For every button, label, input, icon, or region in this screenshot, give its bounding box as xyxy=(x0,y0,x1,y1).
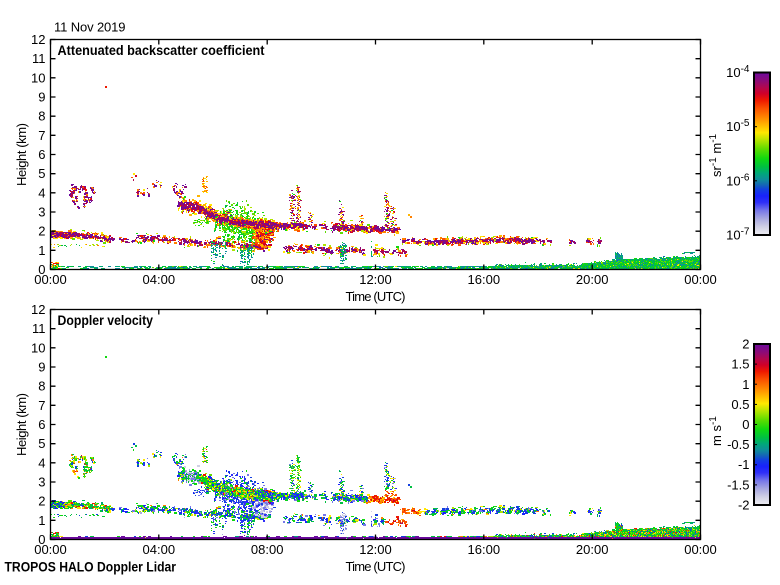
svg-text:12:00: 12:00 xyxy=(359,542,392,557)
svg-text:0: 0 xyxy=(742,417,749,432)
svg-text:0.5: 0.5 xyxy=(731,397,749,412)
svg-text:00:00: 00:00 xyxy=(34,272,67,287)
svg-text:4: 4 xyxy=(38,185,45,200)
svg-text:Attenuated backscatter coeffic: Attenuated backscatter coefficient xyxy=(58,43,265,58)
svg-text:9: 9 xyxy=(38,90,45,105)
svg-text:08:00: 08:00 xyxy=(251,542,284,557)
svg-text:Time (UTC): Time (UTC) xyxy=(346,559,406,574)
svg-text:16:00: 16:00 xyxy=(468,272,501,287)
svg-text:1: 1 xyxy=(38,243,45,258)
svg-text:3: 3 xyxy=(38,205,45,220)
svg-text:11: 11 xyxy=(32,51,46,66)
svg-text:9: 9 xyxy=(38,360,45,375)
svg-text:00:00: 00:00 xyxy=(34,542,67,557)
svg-text:Doppler velocity: Doppler velocity xyxy=(58,313,154,328)
svg-text:1.5: 1.5 xyxy=(731,357,749,372)
svg-text:TROPOS HALO Doppler Lidar: TROPOS HALO Doppler Lidar xyxy=(5,560,177,575)
svg-text:2: 2 xyxy=(38,224,45,239)
svg-text:m s-1: m s-1 xyxy=(708,416,724,446)
svg-text:Height (km): Height (km) xyxy=(14,393,29,456)
svg-text:04:00: 04:00 xyxy=(143,272,176,287)
svg-text:6: 6 xyxy=(38,417,45,432)
svg-text:-1.5: -1.5 xyxy=(727,477,749,492)
svg-text:7: 7 xyxy=(38,398,45,413)
svg-text:10: 10 xyxy=(31,340,45,355)
svg-text:00:00: 00:00 xyxy=(684,272,717,287)
svg-text:12: 12 xyxy=(31,302,45,317)
svg-text:0: 0 xyxy=(38,262,45,277)
svg-text:Time (UTC): Time (UTC) xyxy=(346,289,406,304)
svg-text:10-6: 10-6 xyxy=(726,172,750,188)
svg-text:10-5: 10-5 xyxy=(726,118,750,134)
svg-text:10-4: 10-4 xyxy=(726,64,750,80)
svg-text:11: 11 xyxy=(32,321,46,336)
svg-text:6: 6 xyxy=(38,147,45,162)
svg-text:10: 10 xyxy=(31,70,45,85)
svg-text:11 Nov 2019: 11 Nov 2019 xyxy=(54,20,126,35)
svg-text:10-7: 10-7 xyxy=(726,227,750,243)
svg-text:-2: -2 xyxy=(738,498,750,513)
svg-text:2: 2 xyxy=(38,494,45,509)
svg-text:8: 8 xyxy=(38,109,45,124)
svg-text:00:00: 00:00 xyxy=(684,542,717,557)
svg-text:20:00: 20:00 xyxy=(576,272,609,287)
svg-text:1: 1 xyxy=(38,513,45,528)
svg-text:sr-1 m-1: sr-1 m-1 xyxy=(708,133,724,177)
svg-text:1: 1 xyxy=(742,377,749,392)
svg-text:20:00: 20:00 xyxy=(576,542,609,557)
svg-text:-0.5: -0.5 xyxy=(727,437,749,452)
svg-text:5: 5 xyxy=(38,436,45,451)
svg-text:08:00: 08:00 xyxy=(251,272,284,287)
svg-text:04:00: 04:00 xyxy=(143,542,176,557)
svg-text:-1: -1 xyxy=(738,457,750,472)
svg-text:4: 4 xyxy=(38,455,45,470)
svg-text:5: 5 xyxy=(38,166,45,181)
svg-text:12: 12 xyxy=(31,32,45,47)
svg-text:16:00: 16:00 xyxy=(468,542,501,557)
svg-text:Height (km): Height (km) xyxy=(14,123,29,186)
svg-text:12:00: 12:00 xyxy=(359,272,392,287)
svg-text:0: 0 xyxy=(38,532,45,547)
svg-text:8: 8 xyxy=(38,379,45,394)
svg-text:2: 2 xyxy=(742,337,749,352)
svg-text:3: 3 xyxy=(38,475,45,490)
svg-text:7: 7 xyxy=(38,128,45,143)
